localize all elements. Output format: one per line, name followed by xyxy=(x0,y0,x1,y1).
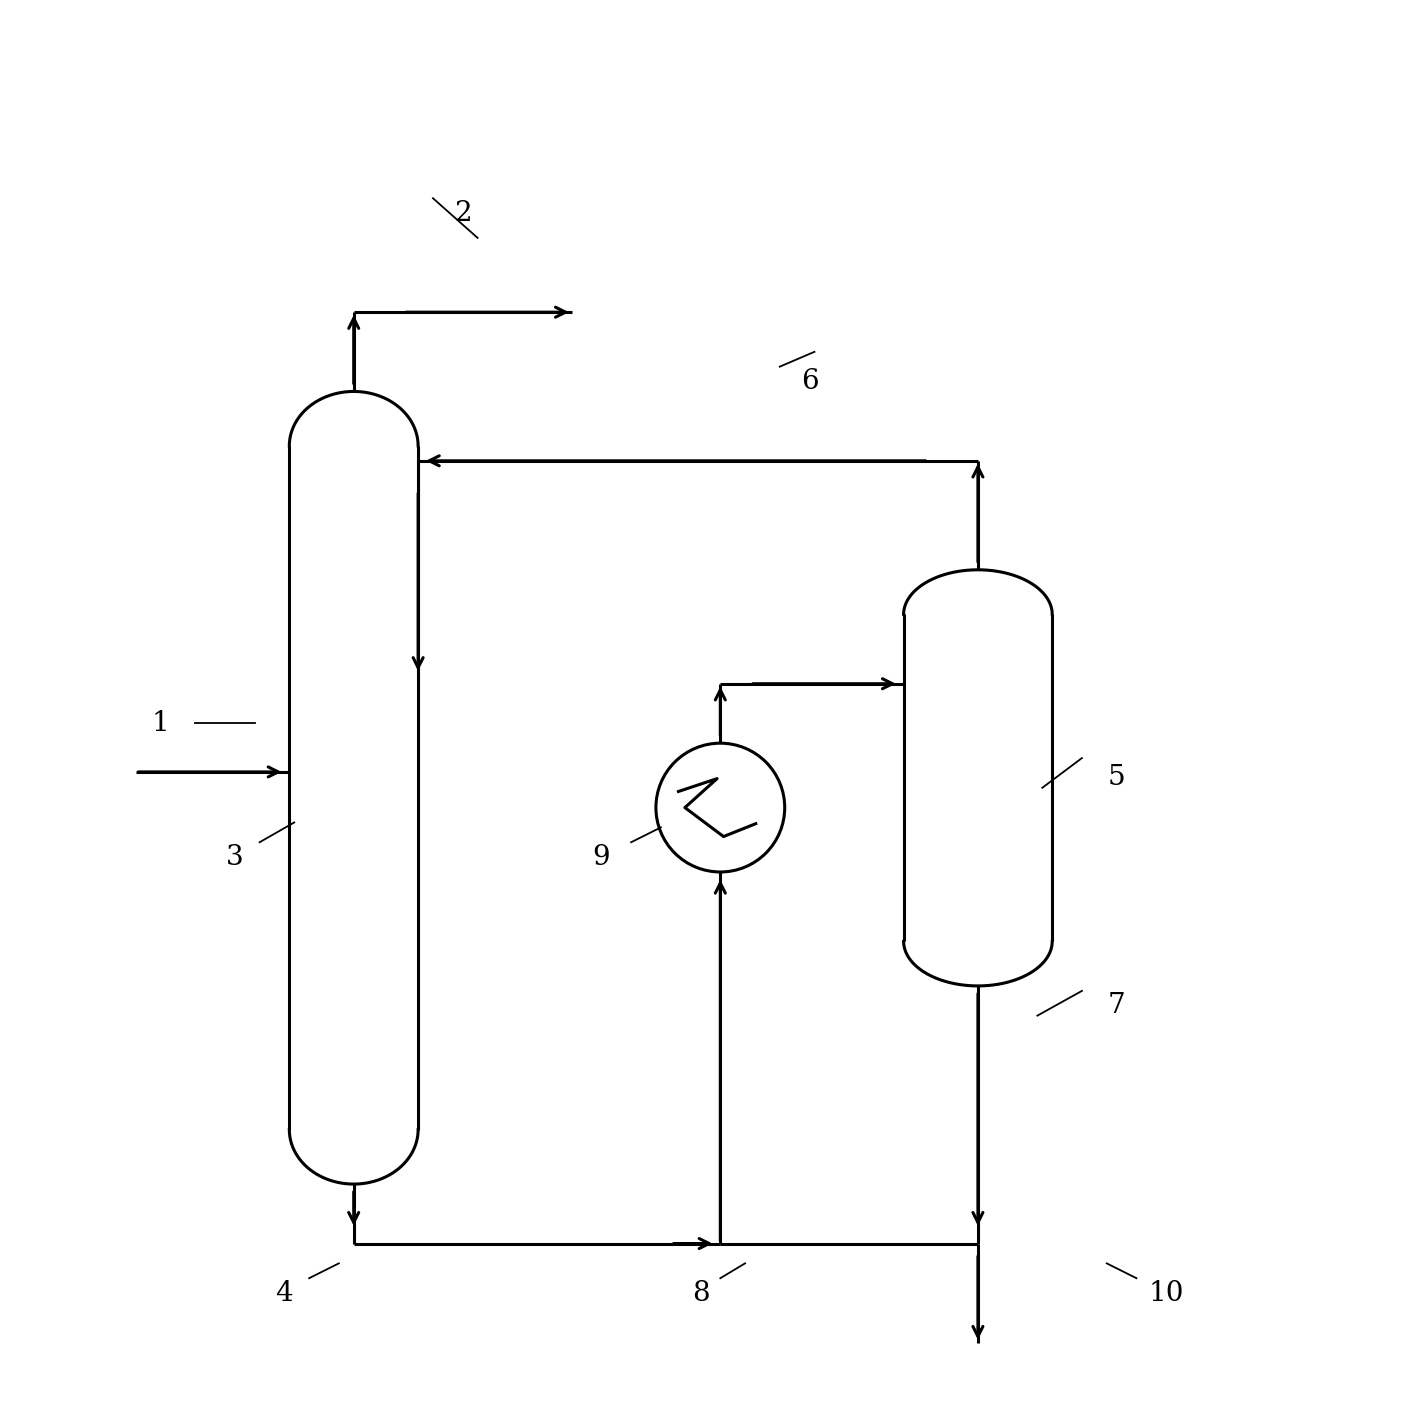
Text: 3: 3 xyxy=(226,843,244,870)
Text: 2: 2 xyxy=(454,200,472,227)
Text: 6: 6 xyxy=(801,368,818,395)
Text: 1: 1 xyxy=(151,710,170,737)
Text: 9: 9 xyxy=(593,843,611,870)
Text: 4: 4 xyxy=(276,1280,293,1306)
Text: 10: 10 xyxy=(1149,1280,1184,1306)
Text: 5: 5 xyxy=(1108,764,1125,791)
Text: 8: 8 xyxy=(692,1280,709,1306)
Text: 7: 7 xyxy=(1108,992,1125,1019)
